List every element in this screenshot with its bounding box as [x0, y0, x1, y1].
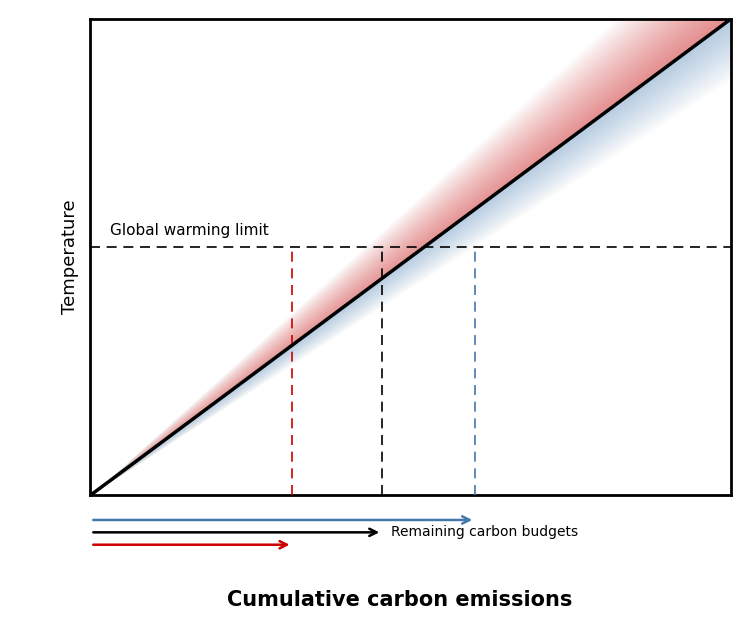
Y-axis label: Temperature: Temperature: [61, 199, 79, 314]
Text: Remaining carbon budgets: Remaining carbon budgets: [391, 526, 578, 539]
Text: Global warming limit: Global warming limit: [110, 223, 268, 238]
Text: Cumulative carbon emissions: Cumulative carbon emissions: [227, 591, 572, 610]
